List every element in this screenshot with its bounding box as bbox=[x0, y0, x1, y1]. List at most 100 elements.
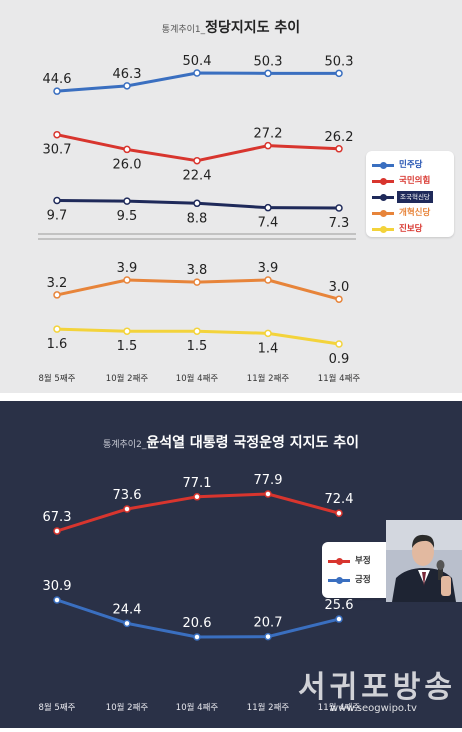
data-label: 22.4 bbox=[183, 169, 212, 184]
data-point bbox=[123, 276, 131, 284]
data-label: 30.9 bbox=[43, 579, 72, 594]
legend-item-positive: 긍정 bbox=[322, 573, 400, 587]
data-point bbox=[335, 340, 343, 348]
x-tick-label: 10월 2째주 bbox=[106, 373, 149, 384]
x-tick-label: 11월 2째주 bbox=[247, 373, 290, 384]
data-label: 27.2 bbox=[254, 127, 283, 142]
legend-item-minjoo: 민주당 bbox=[366, 158, 454, 172]
data-point bbox=[53, 596, 61, 604]
data-label: 3.9 bbox=[258, 261, 279, 276]
data-label: 72.4 bbox=[325, 492, 354, 507]
watermark-title: 서귀포방송 bbox=[298, 670, 456, 705]
data-label: 50.3 bbox=[325, 54, 354, 69]
data-point bbox=[123, 197, 131, 205]
party-support-chart: 통계추이1_정당지지도 추이 44.6 46.3 50.4 50.3 50.3 30.7 2… bbox=[38, 19, 360, 384]
legend-label: 진보당 bbox=[399, 224, 423, 234]
legend-label: 조국혁신당 bbox=[397, 191, 433, 203]
data-point bbox=[335, 295, 343, 303]
data-point bbox=[264, 632, 272, 641]
data-label: 7.3 bbox=[329, 216, 350, 231]
legend-item-rebuilding: 조국혁신당 bbox=[366, 190, 454, 204]
president-photo-illustration bbox=[386, 520, 462, 602]
axis-break bbox=[38, 233, 356, 240]
data-point bbox=[335, 509, 343, 517]
data-point bbox=[53, 87, 61, 95]
president-photo bbox=[386, 520, 462, 602]
x-tick-label: 10월 4째주 bbox=[176, 702, 219, 713]
legend-label: 국민의힘 bbox=[399, 176, 431, 186]
legend-label: 민주당 bbox=[399, 160, 423, 170]
x-tick-label: 10월 2째주 bbox=[106, 702, 149, 713]
data-point bbox=[123, 82, 131, 90]
legend-marker bbox=[380, 226, 387, 233]
data-point bbox=[193, 327, 201, 335]
x-tick-label: 8월 5째주 bbox=[39, 373, 76, 384]
data-point bbox=[193, 278, 201, 286]
data-label: 46.3 bbox=[113, 67, 142, 82]
legend-label: 개혁신당 bbox=[399, 208, 431, 218]
data-point bbox=[264, 69, 272, 78]
data-point bbox=[193, 156, 201, 165]
data-point bbox=[193, 199, 201, 208]
data-label: 8.8 bbox=[187, 211, 208, 226]
data-label: 3.8 bbox=[187, 263, 208, 278]
data-label: 26.2 bbox=[325, 130, 354, 145]
data-label: 26.0 bbox=[113, 157, 142, 172]
data-point bbox=[264, 490, 272, 498]
data-label: 24.4 bbox=[113, 602, 142, 617]
data-label: 77.9 bbox=[254, 473, 283, 488]
data-label: 67.3 bbox=[43, 510, 72, 525]
legend-marker bbox=[380, 210, 387, 217]
data-point bbox=[53, 527, 61, 535]
legend-item-negative: 부정 bbox=[322, 554, 400, 568]
legend-marker bbox=[336, 558, 343, 565]
legend-marker bbox=[336, 577, 343, 584]
legend-item-reform: 개혁신당 bbox=[366, 206, 454, 220]
watermark-url: www.seogwipo.tv bbox=[330, 703, 417, 714]
data-point bbox=[123, 145, 131, 154]
data-point bbox=[335, 145, 343, 153]
legend-item-progressive: 진보당 bbox=[366, 222, 454, 236]
data-point bbox=[335, 204, 343, 212]
legend-label: 긍정 bbox=[355, 575, 371, 585]
data-point bbox=[264, 276, 272, 284]
approval-chart: 통계추이2_윤석열 대통령 국정운영 지지도 추이 67.3 73.6 77.1 77… bbox=[39, 434, 361, 713]
data-point bbox=[335, 615, 343, 623]
panel-divider bbox=[0, 393, 462, 401]
party-support-panel: 통계추이1_정당지지도 추이 44.6 46.3 50.4 50.3 50.3 30.7 2… bbox=[0, 0, 462, 393]
data-point bbox=[123, 505, 131, 513]
data-label: 3.2 bbox=[47, 276, 68, 291]
data-point bbox=[53, 130, 61, 139]
legend-label: 부정 bbox=[355, 556, 371, 566]
data-label: 3.0 bbox=[329, 280, 350, 295]
data-label: 20.6 bbox=[183, 616, 212, 631]
chart2-title: 통계추이2_윤석열 대통령 국정운영 지지도 추이 bbox=[103, 434, 359, 451]
data-point bbox=[264, 203, 272, 212]
data-label: 1.5 bbox=[117, 339, 138, 354]
data-label: 50.3 bbox=[254, 54, 283, 69]
data-point bbox=[53, 291, 61, 299]
data-label: 0.9 bbox=[329, 352, 350, 367]
data-point bbox=[53, 196, 61, 205]
x-tick-label: 11월 2째주 bbox=[247, 702, 290, 713]
chart1-title: 통계추이1_정당지지도 추이 bbox=[162, 19, 300, 36]
data-point bbox=[264, 141, 272, 150]
data-label: 44.6 bbox=[43, 72, 72, 87]
data-point bbox=[123, 327, 131, 335]
data-label: 3.9 bbox=[117, 261, 138, 276]
legend-marker bbox=[380, 162, 387, 169]
data-label: 50.4 bbox=[183, 54, 212, 69]
data-point bbox=[193, 633, 201, 641]
watermark: 서귀포방송 www.seogwipo.tv bbox=[290, 660, 462, 726]
data-label: 1.6 bbox=[47, 337, 68, 352]
data-label: 9.7 bbox=[47, 208, 68, 223]
data-label: 9.5 bbox=[117, 209, 138, 224]
data-point bbox=[335, 69, 343, 78]
data-label: 7.4 bbox=[258, 216, 279, 231]
data-label: 20.7 bbox=[254, 616, 283, 631]
series-line bbox=[55, 133, 341, 163]
data-label: 1.4 bbox=[258, 341, 279, 356]
legend-marker bbox=[380, 194, 387, 201]
x-tick-label: 10월 4째주 bbox=[176, 373, 219, 384]
